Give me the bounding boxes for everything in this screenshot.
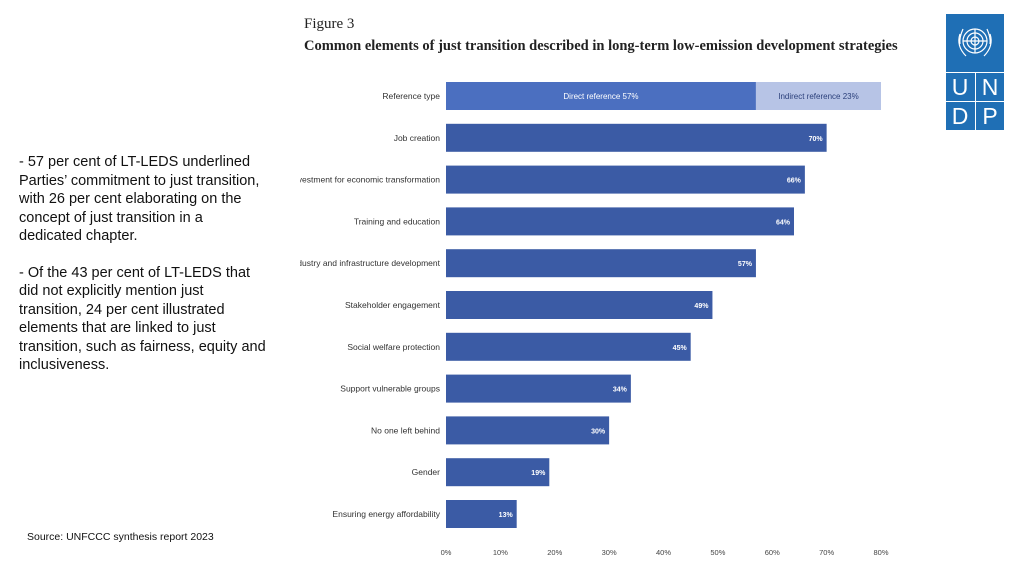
x-tick-label-2: 20% — [547, 548, 562, 557]
undp-logo: U N D P — [946, 14, 1004, 130]
category-label-1: Job creation — [394, 133, 441, 143]
bar-8 — [446, 416, 610, 445]
logo-letter-d: D — [951, 103, 969, 129]
category-label-3: Training and education — [354, 216, 440, 226]
bar-10 — [446, 500, 517, 528]
bar-6 — [446, 332, 691, 361]
bar-7 — [446, 374, 631, 403]
x-tick-label-4: 40% — [656, 548, 671, 557]
logo-letter-n: N — [981, 74, 999, 100]
x-tick-label-3: 30% — [602, 548, 617, 557]
category-label-4: Industry and infrastructure development — [300, 258, 441, 268]
category-label-8: No one left behind — [371, 425, 440, 435]
category-label-reference: Reference type — [382, 91, 440, 101]
category-label-9: Gender — [412, 467, 441, 477]
bar-value-label-3: 64% — [776, 219, 791, 226]
bar-5 — [446, 291, 713, 319]
bar-9 — [446, 458, 550, 487]
x-tick-label-1: 10% — [493, 548, 508, 557]
bar-value-label-5: 49% — [694, 303, 709, 310]
summary-text: - 57 per cent of LT-LEDS underlined Part… — [19, 153, 269, 393]
reference-segment-label-2: Indirect reference 23% — [778, 92, 859, 101]
category-label-7: Support vulnerable groups — [340, 384, 440, 394]
category-label-6: Social welfare protection — [347, 342, 440, 352]
logo-letter-u: U — [951, 74, 969, 100]
bar-value-label-9: 19% — [531, 470, 546, 477]
category-label-5: Stakeholder engagement — [345, 300, 441, 310]
x-tick-label-0: 0% — [441, 548, 452, 557]
bar-value-label-8: 30% — [591, 428, 606, 435]
bar-value-label-7: 34% — [613, 387, 628, 394]
bar-value-label-6: 45% — [673, 345, 688, 352]
category-label-2: Investment for economic transformation — [300, 175, 440, 185]
logo-letter-p: P — [982, 103, 998, 129]
summary-paragraph-1: - 57 per cent of LT-LEDS underlined Part… — [19, 154, 260, 244]
reference-segment-1 — [446, 82, 756, 110]
bar-value-label-1: 70% — [809, 136, 824, 143]
bar-value-label-10: 13% — [499, 512, 514, 519]
un-emblem-icon — [958, 28, 992, 57]
x-tick-label-6: 60% — [765, 548, 780, 557]
bar-1 — [446, 123, 827, 152]
figure-label: Figure 3 — [304, 16, 355, 32]
source-note: Source: UNFCCC synthesis report 2023 — [27, 531, 214, 543]
bar-3 — [446, 207, 794, 236]
bar-chart: Reference type Direct reference 57% Indire… — [300, 82, 889, 557]
figure-title: Common elements of just transition descr… — [304, 38, 898, 54]
summary-paragraph-2: - Of the 43 per cent of LT-LEDS that did… — [19, 264, 266, 374]
category-label-10: Ensuring energy affordability — [332, 509, 440, 519]
bar-value-label-4: 57% — [738, 261, 753, 268]
bar-4 — [446, 249, 756, 278]
x-tick-label-8: 80% — [873, 548, 888, 557]
x-tick-label-7: 70% — [819, 548, 834, 557]
x-tick-label-5: 50% — [710, 548, 725, 557]
reference-segment-label-1: Direct reference 57% — [563, 92, 638, 101]
bar-2 — [446, 165, 805, 194]
bar-value-label-2: 66% — [787, 178, 802, 185]
reference-segment-2 — [755, 82, 881, 110]
